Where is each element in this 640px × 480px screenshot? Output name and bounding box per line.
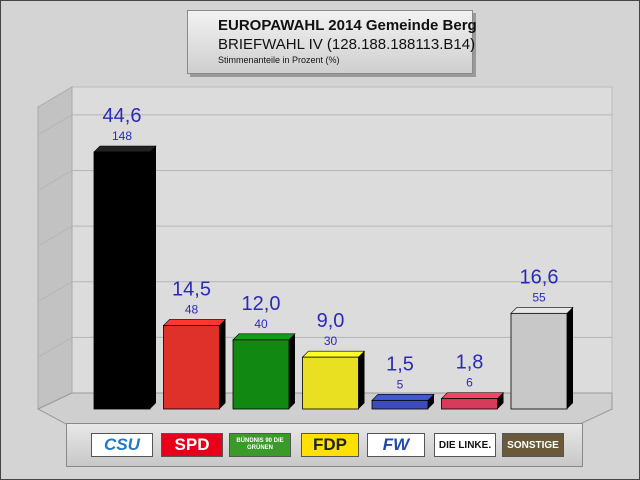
bar-top <box>440 392 505 399</box>
chart-title-line2: BRIEFWAHL IV (128.188.188113.B14) <box>218 36 476 53</box>
party-logo-1: CSU <box>91 433 153 457</box>
party-logo-legend: CSU SPD BÜNDNIS 90 DIE GRÜNEN FDP FW DIE LINK… <box>66 423 583 467</box>
value-label: 1,5 <box>386 353 414 375</box>
party-logo-text: CSU <box>104 435 140 454</box>
party-logo-text: SPD <box>174 435 210 454</box>
side-wall <box>37 86 73 410</box>
bar-5 <box>371 394 435 410</box>
gridline-side <box>37 336 73 358</box>
party-logo-6: DIE LINKE. <box>434 433 496 457</box>
bar-side <box>289 333 295 409</box>
vote-count-label: 40 <box>254 317 268 331</box>
bar-front <box>510 312 568 410</box>
chart-title: EUROPAWAHL 2014 Gemeinde Berg <box>218 17 477 34</box>
party-logo-7: SONSTIGE <box>502 433 564 457</box>
value-label: 9,0 <box>317 310 345 332</box>
bar-side <box>428 394 434 409</box>
vote-count-label: 30 <box>324 334 338 348</box>
bar-front <box>371 399 429 410</box>
bar-1 <box>93 145 157 410</box>
bar-front <box>232 339 290 410</box>
bar-front <box>441 398 498 410</box>
bar-front <box>163 325 220 410</box>
bar-top <box>510 307 574 314</box>
vote-count-label: 6 <box>466 376 473 390</box>
value-label: 44,6 <box>103 105 142 127</box>
bars <box>93 145 574 410</box>
bar-side <box>497 392 504 409</box>
bar-6 <box>440 392 505 410</box>
party-logo-text: BÜNDNIS 90 DIE GRÜNEN <box>236 438 284 451</box>
bar-3 <box>232 333 296 410</box>
bar-top <box>232 333 296 341</box>
gridline-side <box>37 281 73 303</box>
bar-top <box>162 319 227 326</box>
bar-top <box>371 394 435 401</box>
gridline-side <box>37 170 73 191</box>
party-logo-text: DIE LINKE. <box>438 439 492 451</box>
chart-subtitle: Stimmenanteile in Prozent (%) <box>218 55 340 65</box>
bar-4 <box>301 350 366 410</box>
party-logo-text: FW <box>382 435 410 454</box>
party-logo-5: FW <box>367 433 425 457</box>
value-label: 12,0 <box>242 293 281 315</box>
bar-7 <box>510 307 574 410</box>
vote-count-label: 55 <box>532 290 546 304</box>
party-logo-2: SPD <box>161 433 223 457</box>
vote-count-label: 5 <box>397 377 404 391</box>
bar-side <box>219 319 226 409</box>
value-label: 16,6 <box>520 266 559 288</box>
vote-count-label: 48 <box>185 302 199 316</box>
title-box: EUROPAWAHL 2014 Gemeinde Berg BRIEFWAHL … <box>187 10 477 74</box>
party-logo-4: FDP <box>301 433 359 457</box>
value-label: 1,8 <box>456 352 484 374</box>
party-logo-text: FDP <box>313 435 347 454</box>
bar-side <box>358 351 365 409</box>
value-labels: 44,6 148 14,5 48 12,0 40 9,0 30 1,5 5 1,8 6 16,6 55 <box>103 105 559 391</box>
bar-2 <box>162 319 227 410</box>
gridline-side <box>37 114 73 136</box>
bar-top <box>93 145 157 153</box>
bar-side <box>567 307 573 409</box>
party-logo-text: SONSTIGE <box>507 439 559 451</box>
bar-side <box>150 146 156 409</box>
bar-top <box>301 350 366 358</box>
party-logo-3: BÜNDNIS 90 DIE GRÜNEN <box>229 433 291 457</box>
vote-count-label: 148 <box>112 129 132 143</box>
value-label: 14,5 <box>172 278 211 300</box>
gridline-side <box>37 225 73 247</box>
bar-front <box>302 356 359 410</box>
bar-front <box>93 151 151 410</box>
